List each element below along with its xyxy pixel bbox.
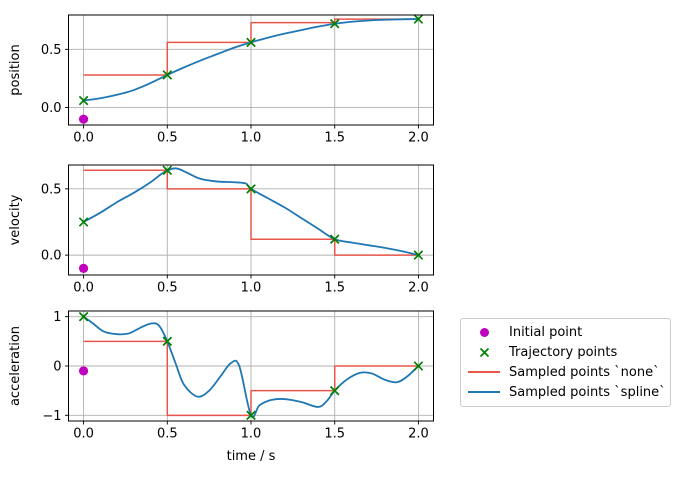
trajectory-point-marker xyxy=(329,234,340,245)
trajectory-point-marker xyxy=(78,95,89,106)
none-line-icon xyxy=(468,371,500,374)
trajectory-points xyxy=(78,14,424,106)
ticks: 0.0 0.5 1.0 1.5 2.0 0.0 0.5 xyxy=(41,43,429,146)
legend-label-sampled-none: Sampled points `none` xyxy=(509,364,660,380)
subplot-position: 0.0 0.5 1.0 1.5 2.0 0.0 0.5 position xyxy=(8,14,434,146)
trajectory-points xyxy=(78,311,424,421)
x-tick-label: 0.0 xyxy=(73,427,94,442)
initial-point-marker xyxy=(78,366,89,376)
trajectory-point-marker xyxy=(162,165,173,176)
trajectory-point-marker xyxy=(413,250,424,260)
x-tick-label: 0.5 xyxy=(157,281,178,296)
y-tick-label: 0.5 xyxy=(41,182,62,197)
initial-point-marker xyxy=(78,114,89,124)
y-axis-label: position xyxy=(8,44,23,96)
trajectory-point-marker xyxy=(78,311,89,322)
trajectory-point-marker xyxy=(246,410,256,421)
y-tick-label: 0.0 xyxy=(41,249,62,264)
y-tick-label: 0.0 xyxy=(41,101,62,116)
x-tick-label: 1.0 xyxy=(241,281,262,296)
initial-point-icon xyxy=(479,328,489,338)
ticks: 0.0 0.5 1.0 1.5 2.0 −1 0 1 xyxy=(42,310,428,441)
x-marker-icon xyxy=(479,348,489,358)
y-tick-label: 0.5 xyxy=(41,43,62,58)
legend-swatch xyxy=(468,386,500,398)
trajectory-point-marker xyxy=(246,37,256,48)
spline-line-icon xyxy=(468,391,500,394)
x-axis-label: time / s xyxy=(227,449,276,464)
x-tick-label: 0.0 xyxy=(73,131,94,146)
trajectory-point-marker xyxy=(78,217,89,227)
legend-label-initial-point: Initial point xyxy=(509,325,583,341)
subplot-velocity: 0.0 0.5 1.0 1.5 2.0 0.0 0.5 velocity xyxy=(8,164,434,296)
sampled-none-series xyxy=(83,18,419,76)
legend-swatch xyxy=(468,327,500,339)
sampled-spline-series xyxy=(83,167,419,256)
y-tick-label: −1 xyxy=(42,409,61,424)
y-tick-label: 0 xyxy=(53,360,61,375)
x-tick-label: 0.0 xyxy=(73,281,94,296)
sampled-spline-series xyxy=(83,315,420,418)
legend-swatch xyxy=(468,347,500,359)
x-tick-label: 1.5 xyxy=(324,281,345,296)
x-tick-label: 1.5 xyxy=(324,131,345,146)
ticks: 0.0 0.5 1.0 1.5 2.0 0.0 0.5 xyxy=(41,182,429,295)
trajectory-point-marker xyxy=(413,361,424,371)
subplot-acceleration: 0.0 0.5 1.0 1.5 2.0 −1 0 1 acceleration time / s xyxy=(8,310,434,464)
x-tick-label: 1.0 xyxy=(241,131,262,146)
legend-item-sampled-none: Sampled points `none` xyxy=(468,366,663,379)
sampled-none-series xyxy=(83,169,419,256)
legend-item-trajectory-points: Trajectory points xyxy=(468,346,663,359)
x-tick-label: 0.5 xyxy=(157,131,178,146)
legend-label-trajectory-points: Trajectory points xyxy=(509,345,618,361)
trajectory-points xyxy=(78,165,424,260)
sampled-none-series xyxy=(83,340,419,417)
trajectory-point-marker xyxy=(246,184,256,194)
trajectory-point-marker xyxy=(162,70,173,80)
trajectory-point-marker xyxy=(329,18,340,29)
x-tick-label: 1.5 xyxy=(324,427,345,442)
x-tick-label: 2.0 xyxy=(408,131,429,146)
legend-swatch xyxy=(468,366,500,378)
legend-item-initial-point: Initial point xyxy=(468,326,663,339)
trajectory-point-marker xyxy=(162,336,173,347)
x-tick-label: 0.5 xyxy=(157,427,178,442)
initial-point-marker xyxy=(78,263,89,273)
y-tick-label: 1 xyxy=(53,310,61,325)
legend-label-sampled-spline: Sampled points `spline` xyxy=(509,384,666,400)
y-axis-label: velocity xyxy=(8,194,23,245)
trajectory-point-marker xyxy=(329,385,340,396)
x-tick-label: 2.0 xyxy=(408,281,429,296)
legend-item-sampled-spline: Sampled points `spline` xyxy=(468,384,666,400)
trajectory-point-marker xyxy=(413,14,424,24)
legend: Initial point Trajectory points Sampled … xyxy=(460,318,671,407)
x-tick-label: 1.0 xyxy=(241,427,262,442)
x-tick-label: 2.0 xyxy=(408,427,429,442)
y-axis-label: acceleration xyxy=(8,326,23,406)
